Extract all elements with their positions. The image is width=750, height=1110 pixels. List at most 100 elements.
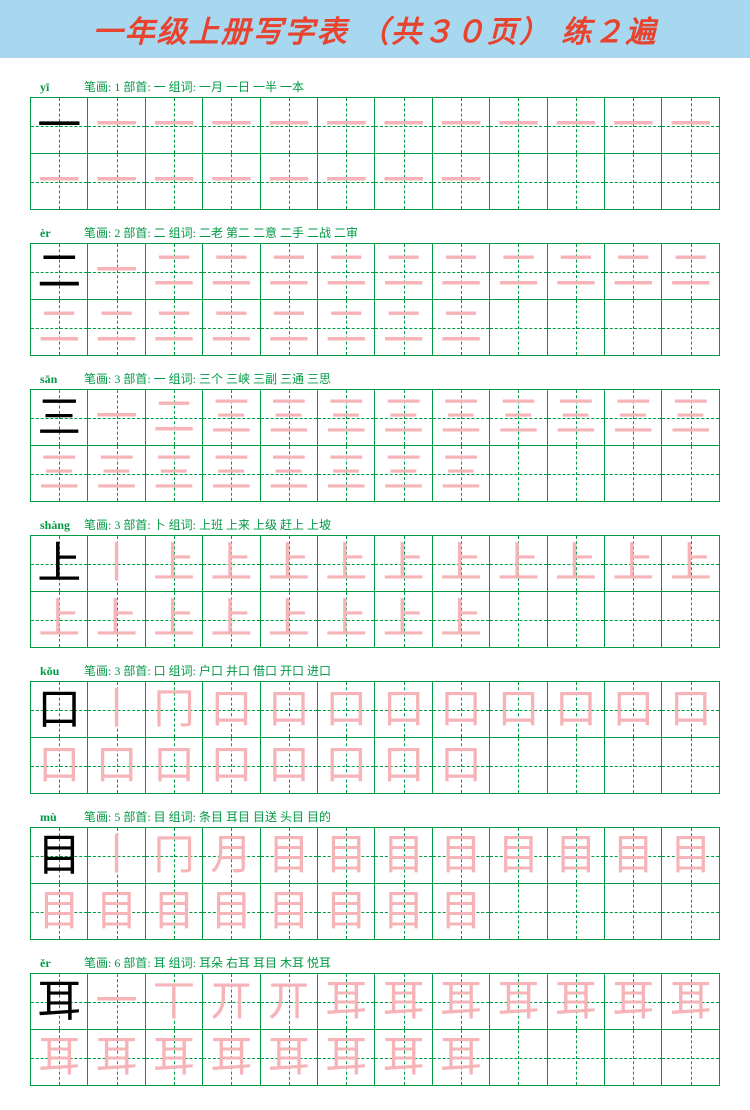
trace-character: 三 [153, 451, 195, 497]
trace-character: 三 [268, 395, 310, 441]
trace-character: 冂 [153, 687, 195, 733]
grid-cell [547, 738, 604, 794]
grid-cell: 耳 [490, 974, 547, 1030]
trace-character: 三 [383, 395, 425, 441]
trace-character: 一 [38, 159, 80, 205]
trace-character: 一 [555, 103, 597, 149]
grid-cell: 三 [318, 446, 375, 502]
trace-character: 一 [153, 103, 195, 149]
trace-character: 三 [555, 395, 597, 441]
grid-cell [662, 738, 720, 794]
main-character: 一 [37, 101, 81, 150]
trace-character: 口 [383, 687, 425, 733]
trace-character: 耳 [440, 1035, 482, 1081]
trace-character: 目 [210, 889, 252, 935]
grid-cell: 三 [375, 390, 432, 446]
trace-character: 三 [383, 451, 425, 497]
trace-character: 三 [96, 451, 138, 497]
grid-cell: 口 [203, 682, 260, 738]
trace-character: 一 [325, 159, 367, 205]
char-meta: 笔画: 1 部首: 一 组词: 一月 一日 一半 一本 [84, 80, 304, 94]
grid-cell [490, 446, 547, 502]
char-block: shàng笔画: 3 部首: 卜 组词: 上班 上来 上级 赶上 上坡上丨上上上… [30, 516, 720, 648]
trace-character: 一 [96, 395, 138, 441]
trace-character: 二 [612, 249, 654, 295]
grid-cell: 耳 [547, 974, 604, 1030]
grid-cell [490, 300, 547, 356]
trace-character: 一 [96, 159, 138, 205]
grid-cell [605, 884, 662, 940]
grid-cell [662, 592, 720, 648]
grid-cell: 二 [547, 244, 604, 300]
grid-cell: 口 [432, 682, 489, 738]
trace-character: 口 [325, 687, 367, 733]
trace-character: 丨 [96, 687, 138, 733]
grid-cell: 一 [203, 98, 260, 154]
grid-cell: 上 [203, 592, 260, 648]
trace-character: 目 [440, 833, 482, 879]
char-meta: 笔画: 6 部首: 耳 组词: 耳朵 右耳 耳目 木耳 悦耳 [84, 956, 331, 970]
char-meta: 笔画: 3 部首: 口 组词: 户口 井口 借口 开口 进口 [84, 664, 331, 678]
grid-cell: 上 [260, 592, 317, 648]
trace-character: 上 [153, 541, 195, 587]
grid-row: 一一一一一一一一 [31, 154, 720, 210]
practice-grid: 耳一丅丌丌耳耳耳耳耳耳耳耳耳耳耳耳耳耳耳 [30, 973, 720, 1086]
trace-character: 口 [555, 687, 597, 733]
trace-character: 三 [210, 451, 252, 497]
char-meta: 笔画: 3 部首: 卜 组词: 上班 上来 上级 赶上 上坡 [84, 518, 331, 532]
trace-character: 口 [268, 687, 310, 733]
practice-grid: 口丨冂口口口口口口口口口口口口口口口口口 [30, 681, 720, 794]
trace-character: 三 [612, 395, 654, 441]
grid-cell: 一 [547, 98, 604, 154]
trace-character: 耳 [555, 979, 597, 1025]
grid-cell [490, 738, 547, 794]
trace-character: 口 [38, 743, 80, 789]
trace-character: 上 [153, 597, 195, 643]
char-info: mù笔画: 5 部首: 目 组词: 条目 耳目 目送 头目 目的 [30, 808, 720, 825]
grid-cell: 丌 [260, 974, 317, 1030]
grid-cell: 三 [432, 390, 489, 446]
grid-cell: 丨 [88, 828, 145, 884]
char-info: èr笔画: 2 部首: 二 组词: 二老 第二 二意 二手 二战 二审 [30, 224, 720, 241]
grid-cell: 上 [145, 592, 202, 648]
grid-cell: 三 [490, 390, 547, 446]
grid-cell: 三 [605, 390, 662, 446]
char-meta: 笔画: 5 部首: 目 组词: 条目 耳目 目送 头目 目的 [84, 810, 331, 824]
trace-character: 一 [497, 103, 539, 149]
grid-cell [547, 592, 604, 648]
trace-character: 一 [612, 103, 654, 149]
trace-character: 二 [38, 305, 80, 351]
grid-cell: 月 [203, 828, 260, 884]
trace-character: 月 [210, 833, 252, 879]
trace-character: 口 [612, 687, 654, 733]
trace-character: 目 [325, 833, 367, 879]
trace-character: 一 [96, 103, 138, 149]
trace-character: 一 [383, 159, 425, 205]
grid-cell: 目 [375, 828, 432, 884]
trace-character: 一 [440, 159, 482, 205]
grid-cell: 上 [605, 536, 662, 592]
grid-cell: 一 [260, 98, 317, 154]
grid-cell: 耳 [375, 1030, 432, 1086]
trace-character: 二 [268, 249, 310, 295]
grid-cell: 三 [31, 446, 88, 502]
trace-character: 口 [210, 687, 252, 733]
trace-character: 一 [383, 103, 425, 149]
grid-cell: 一 [662, 98, 720, 154]
trace-character: 目 [555, 833, 597, 879]
page-title: 一年级上册写字表 （共３０页） 练２遍 [93, 7, 658, 51]
trace-character: 二 [670, 249, 712, 295]
trace-character: 目 [497, 833, 539, 879]
trace-character: 目 [268, 889, 310, 935]
grid-cell [547, 1030, 604, 1086]
trace-character: 耳 [612, 979, 654, 1025]
grid-row: 耳耳耳耳耳耳耳耳 [31, 1030, 720, 1086]
grid-cell: 二 [318, 300, 375, 356]
pinyin: èr [40, 226, 84, 241]
main-character: 耳 [37, 977, 81, 1026]
main-character: 目 [37, 831, 81, 880]
grid-cell: 上 [88, 592, 145, 648]
grid-row: 上上上上上上上上 [31, 592, 720, 648]
char-info: yī笔画: 1 部首: 一 组词: 一月 一日 一半 一本 [30, 78, 720, 95]
char-block: yī笔画: 1 部首: 一 组词: 一月 一日 一半 一本一一一一一一一一一一一… [30, 78, 720, 210]
